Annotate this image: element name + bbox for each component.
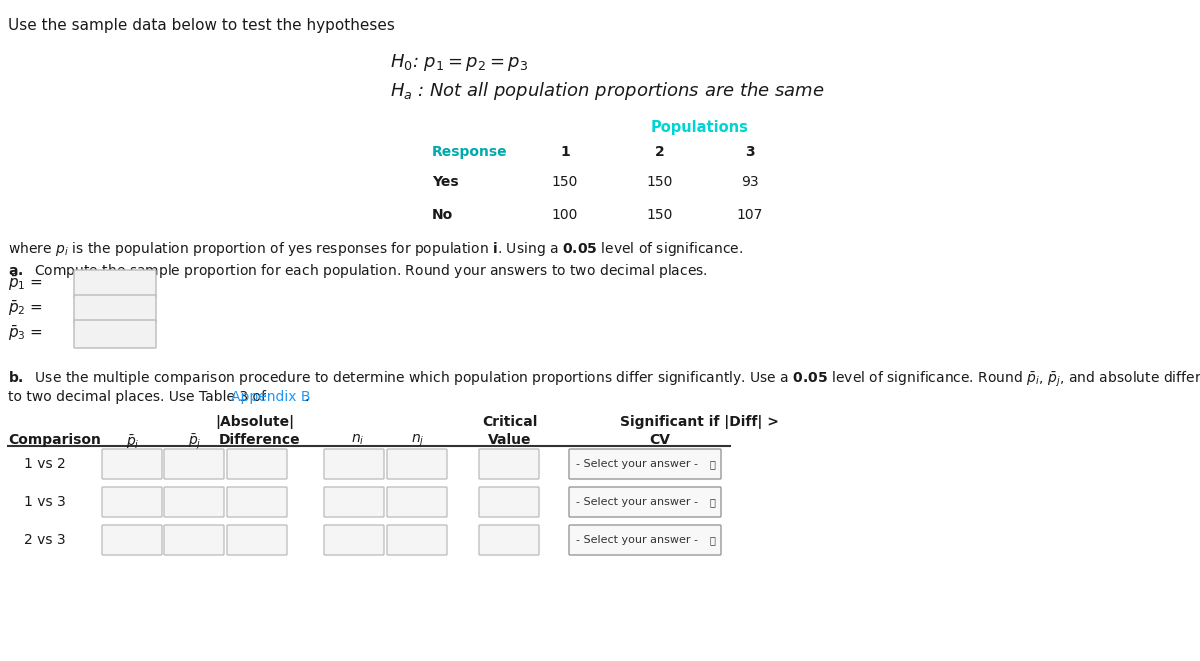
Text: Populations: Populations [652, 120, 749, 135]
Text: - Select your answer -: - Select your answer - [576, 459, 702, 469]
FancyBboxPatch shape [479, 487, 539, 517]
Text: ⌵: ⌵ [709, 535, 715, 545]
FancyBboxPatch shape [102, 525, 162, 555]
FancyBboxPatch shape [386, 525, 446, 555]
FancyBboxPatch shape [74, 270, 156, 298]
FancyBboxPatch shape [164, 525, 224, 555]
Text: 150: 150 [647, 208, 673, 222]
Text: $\bar{p}_i$: $\bar{p}_i$ [126, 433, 140, 451]
Text: 107: 107 [737, 208, 763, 222]
FancyBboxPatch shape [227, 525, 287, 555]
Text: Response: Response [432, 145, 508, 159]
Text: Appendix B: Appendix B [230, 390, 311, 404]
FancyBboxPatch shape [227, 449, 287, 479]
Text: |Absolute|: |Absolute| [216, 415, 294, 429]
Text: Use the sample data below to test the hypotheses: Use the sample data below to test the hy… [8, 18, 395, 33]
Text: 1 vs 2: 1 vs 2 [24, 457, 66, 471]
FancyBboxPatch shape [479, 525, 539, 555]
FancyBboxPatch shape [386, 449, 446, 479]
Text: ⌵: ⌵ [709, 459, 715, 469]
Text: 100: 100 [552, 208, 578, 222]
Text: Significant if |Diff| >: Significant if |Diff| > [620, 415, 779, 429]
Text: 1: 1 [560, 145, 570, 159]
Text: $\bar{p}_j$: $\bar{p}_j$ [188, 433, 202, 452]
Text: $n_j$: $n_j$ [412, 433, 425, 449]
FancyBboxPatch shape [102, 487, 162, 517]
Text: $H_a$ : Not all population proportions are the same: $H_a$ : Not all population proportions a… [390, 80, 824, 102]
Text: - Select your answer -: - Select your answer - [576, 497, 702, 507]
Text: 3: 3 [745, 145, 755, 159]
FancyBboxPatch shape [386, 487, 446, 517]
FancyBboxPatch shape [102, 449, 162, 479]
Text: Comparison: Comparison [8, 433, 101, 447]
Text: .: . [305, 390, 310, 404]
FancyBboxPatch shape [324, 449, 384, 479]
Text: Value: Value [488, 433, 532, 447]
Text: 2 vs 3: 2 vs 3 [24, 533, 66, 547]
Text: 150: 150 [552, 175, 578, 189]
FancyBboxPatch shape [74, 295, 156, 323]
Text: Yes: Yes [432, 175, 458, 189]
Text: $\bar{p}_2$ =: $\bar{p}_2$ = [8, 298, 43, 317]
FancyBboxPatch shape [164, 449, 224, 479]
Text: ⌵: ⌵ [709, 497, 715, 507]
FancyBboxPatch shape [569, 525, 721, 555]
FancyBboxPatch shape [324, 525, 384, 555]
Text: $\mathbf{b.}$  Use the multiple comparison procedure to determine which populati: $\mathbf{b.}$ Use the multiple compariso… [8, 370, 1200, 389]
Text: $\mathbf{a.}$  Compute the sample proportion for each population. Round your ans: $\mathbf{a.}$ Compute the sample proport… [8, 262, 708, 280]
FancyBboxPatch shape [324, 487, 384, 517]
FancyBboxPatch shape [569, 487, 721, 517]
Text: $n_i$: $n_i$ [352, 433, 365, 447]
FancyBboxPatch shape [74, 320, 156, 348]
Text: $\bar{p}_3$ =: $\bar{p}_3$ = [8, 323, 43, 342]
Text: Difference: Difference [220, 433, 301, 447]
Text: No: No [432, 208, 454, 222]
Text: 93: 93 [742, 175, 758, 189]
Text: where $p_i$ is the population proportion of yes responses for population $\mathb: where $p_i$ is the population proportion… [8, 240, 743, 258]
Text: 1 vs 3: 1 vs 3 [24, 495, 66, 509]
Text: CV: CV [649, 433, 671, 447]
Text: - Select your answer -: - Select your answer - [576, 535, 702, 545]
FancyBboxPatch shape [164, 487, 224, 517]
FancyBboxPatch shape [479, 449, 539, 479]
Text: to two decimal places. Use Table 3 of: to two decimal places. Use Table 3 of [8, 390, 270, 404]
Text: 2: 2 [655, 145, 665, 159]
Text: Critical: Critical [482, 415, 538, 429]
Text: $H_0$: $p_1 = p_2 = p_3$: $H_0$: $p_1 = p_2 = p_3$ [390, 52, 528, 73]
Text: $\bar{p}_1$ =: $\bar{p}_1$ = [8, 274, 43, 293]
FancyBboxPatch shape [569, 449, 721, 479]
Text: 150: 150 [647, 175, 673, 189]
FancyBboxPatch shape [227, 487, 287, 517]
